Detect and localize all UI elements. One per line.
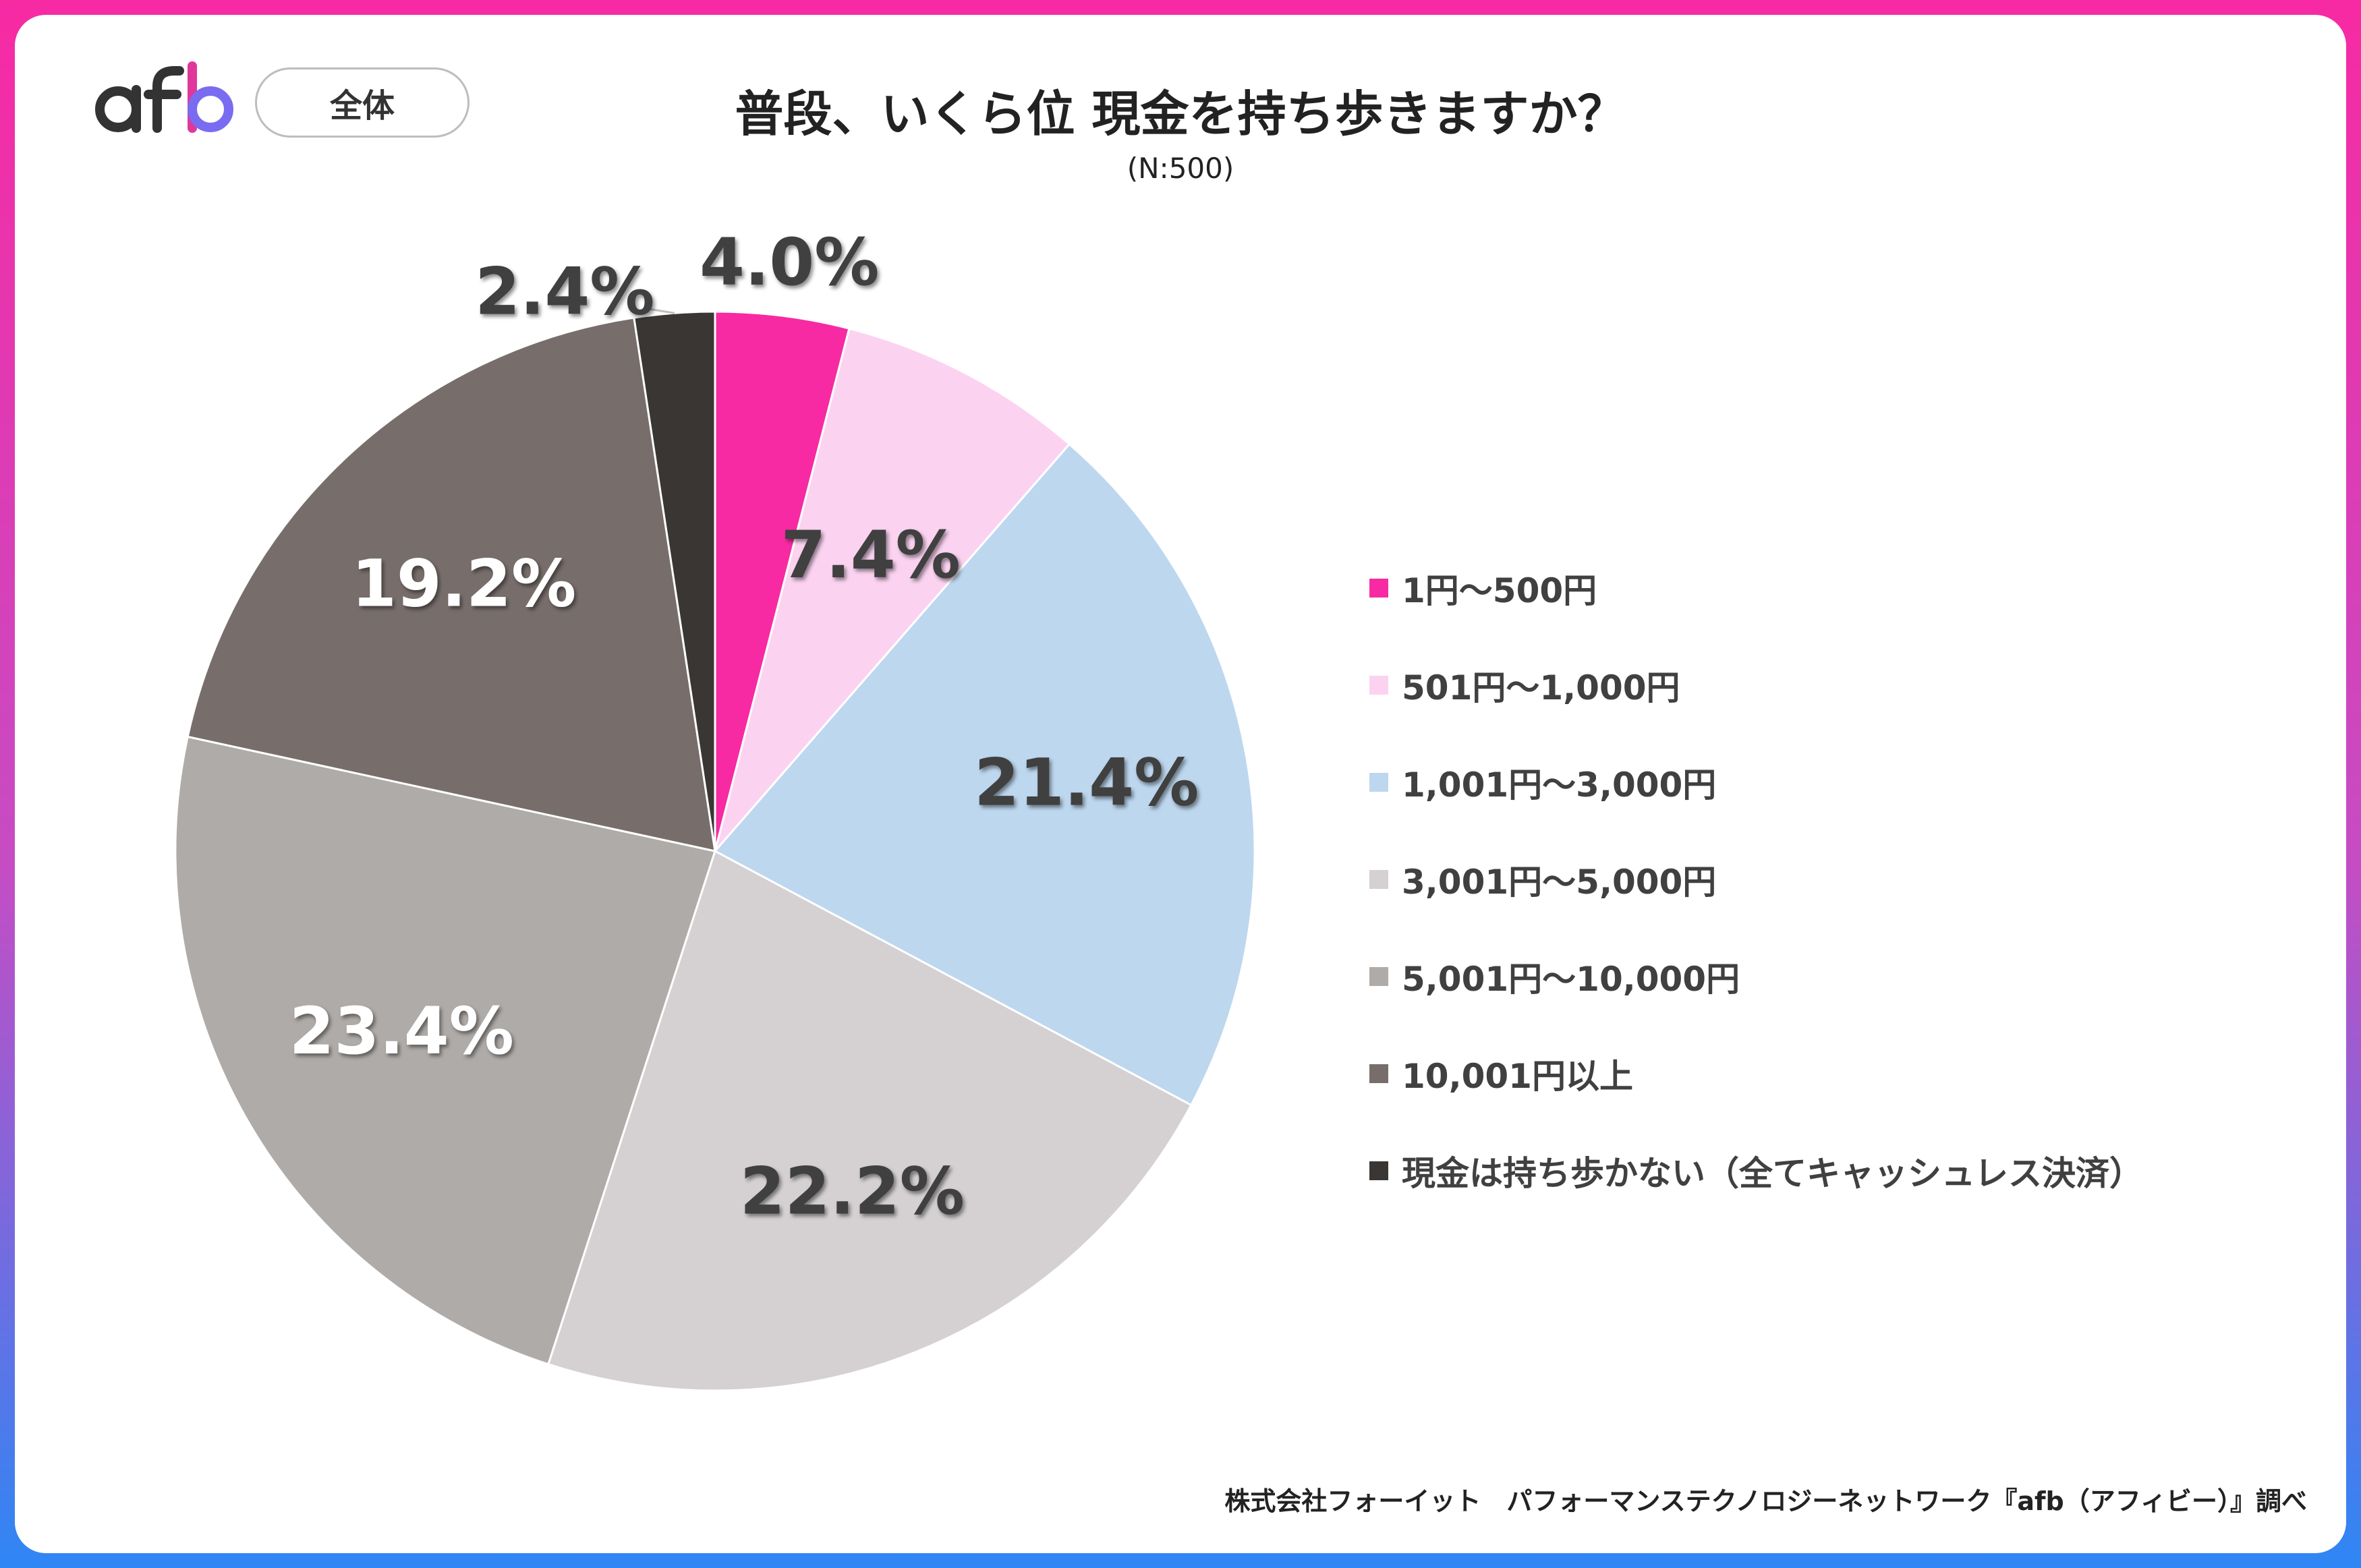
pie-data-label-6: 19.2% [351,546,576,621]
legend-label: 1円～500円 [1402,571,1597,610]
legend-label: 1,001円～3,000円 [1402,765,1717,805]
legend-label: 3,001円～5,000円 [1402,863,1717,902]
pie-slice-7 [633,310,716,852]
legend-label: 10,001円以上 [1402,1057,1633,1096]
legend-label: 501円～1,000円 [1402,668,1680,707]
pie-data-label-3: 21.4% [974,745,1199,821]
pie-slice-4 [546,849,1193,1392]
legend-swatch [1369,773,1388,792]
legend-swatch [1369,579,1388,598]
pie-slice-5 [174,735,716,1366]
pie-slice-2 [714,327,1071,852]
pie-data-label-4: 22.2% [740,1154,965,1229]
legend-swatch [1369,676,1388,695]
legend-item-7: 現金は持ち歩かない（全てキャッシュレス決済） [1369,1122,2327,1219]
pie-leader-line [646,307,675,314]
pie-data-label-7: 2.4% [475,254,654,329]
legend-item-5: 5,001円～10,000円 [1369,928,2327,1025]
pie-data-label-5: 23.4% [289,993,514,1069]
legend-item-6: 10,001円以上 [1369,1025,2327,1122]
source-credit: 株式会社フォーイット パフォーマンステクノロジーネットワーク『afb（アフィビー… [1224,1486,2307,1516]
legend-swatch [1369,1064,1388,1083]
logo-letter-f-stem [152,66,184,133]
logo-letter-b-bowl [188,86,233,132]
pie-leader-lines [646,307,675,314]
legend-item-4: 3,001円～5,000円 [1369,831,2327,928]
chart-subtitle: (N:500) [1127,152,1234,185]
legend-item-3: 1,001円～3,000円 [1369,734,2327,831]
pie-slice-3 [713,442,1256,1107]
legend-label: 現金は持ち歩かない（全てキャッシュレス決済） [1402,1154,2143,1193]
pie-data-labels: 4.0% 7.4% 21.4% 22.2% 23.4% 19.2% 2.4% [289,225,1199,1229]
legend: 1円～500円 501円～1,000円 1,001円～3,000円 3,001円～5,… [1369,540,2327,1219]
segment-tag: 全体 [255,67,470,138]
pie-slice-1 [714,310,851,852]
chart-title: 普段、いくら位 現金を持ち歩きますか？ [735,86,1626,142]
legend-item-1: 1円～500円 [1369,540,2327,637]
pie-data-label-1: 4.0% [700,225,879,300]
legend-swatch [1369,870,1388,889]
pie-slice-6 [186,316,716,852]
legend-swatch [1369,967,1388,986]
legend-item-2: 501円～1,000円 [1369,637,2327,734]
legend-swatch [1369,1161,1388,1180]
pie-slices [174,310,1256,1392]
legend-label: 5,001円～10,000円 [1402,960,1740,999]
pie-data-label-2: 7.4% [781,517,961,593]
